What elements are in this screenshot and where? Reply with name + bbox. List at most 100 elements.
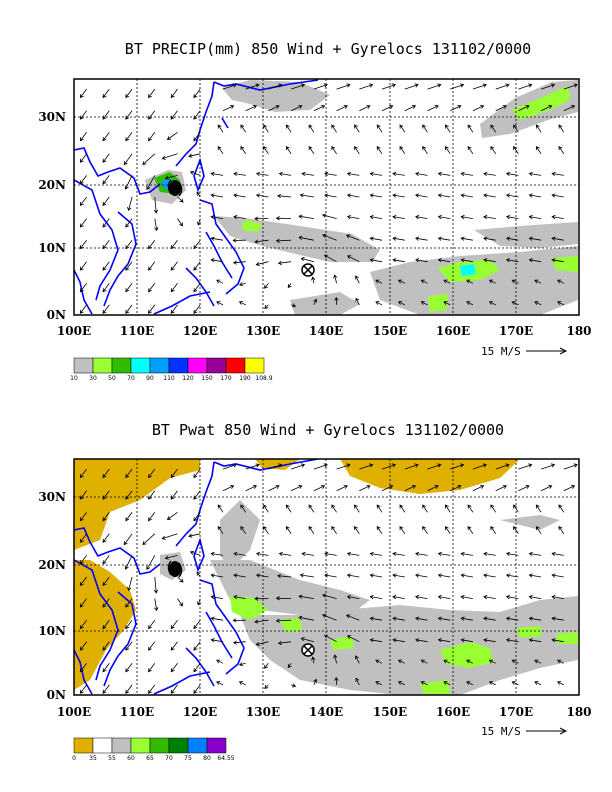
wind-vector [311, 276, 316, 284]
wind-vector [301, 551, 314, 557]
wind-vector [528, 551, 542, 557]
wind-vector [102, 175, 110, 185]
wind-vector [278, 171, 292, 177]
wind-vector [460, 236, 473, 241]
wind-vector [323, 254, 337, 263]
wind-vector [558, 124, 565, 133]
wind-vector [534, 681, 542, 686]
wind-vector [170, 110, 178, 120]
wind-vector [193, 663, 201, 673]
wind-vector [563, 463, 578, 470]
wind-vector [437, 638, 451, 643]
wind-vector [534, 279, 542, 284]
wind-vector [148, 512, 156, 522]
wind-vector [415, 551, 428, 557]
wind-vector [437, 551, 451, 557]
x-tick-label: 100E [57, 705, 91, 719]
wind-vector [146, 175, 156, 190]
wind-vector [490, 124, 497, 133]
pwat-orange-region [74, 459, 200, 550]
wind-vector [427, 83, 442, 90]
wind-vector [148, 110, 156, 120]
wind-vector [189, 170, 201, 176]
wind-vector [505, 638, 519, 643]
wind-vector [193, 512, 201, 522]
wind-vector [102, 196, 110, 207]
colorbar-label: 80 [203, 755, 211, 762]
wind-vector [254, 216, 269, 221]
wind-vector [308, 145, 315, 155]
wind-vector [359, 105, 371, 112]
wind-vector [277, 260, 292, 266]
wind-vector [170, 490, 178, 500]
wind-vector [263, 124, 269, 133]
wind-vector [125, 261, 133, 271]
y-tick-label: 30N [38, 490, 66, 504]
x-tick-label: 120E [183, 324, 217, 338]
wind-vector [511, 279, 519, 284]
wind-vector [450, 463, 465, 470]
wind-vector [443, 659, 451, 664]
wind-vector [483, 258, 496, 263]
colorbar-swatch [111, 357, 132, 374]
wind-vector [535, 525, 542, 535]
wind-vector [125, 641, 133, 651]
wind-vector [355, 655, 360, 664]
wind-vector [146, 555, 156, 570]
wind-vector [245, 485, 257, 492]
wind-vector [511, 301, 519, 306]
wind-vector [216, 681, 224, 686]
wind-vector [210, 193, 224, 198]
wind-vector [450, 485, 462, 492]
wind-vector [170, 283, 178, 293]
wind-vector [123, 533, 133, 546]
wind-vector [415, 638, 428, 643]
wind-vector [369, 258, 383, 263]
wind-vector [483, 638, 496, 643]
wind-vector [551, 258, 564, 263]
wind-vector [535, 504, 542, 513]
precip-green-region [242, 220, 262, 232]
gyre-location-icon [301, 263, 315, 277]
wind-vector [125, 132, 133, 142]
wind-vector [102, 239, 110, 250]
wind-vector [513, 124, 519, 133]
wind-vector [513, 504, 519, 513]
pwat-orange-region [74, 600, 96, 664]
wind-vector [79, 88, 87, 99]
wind-vector [148, 239, 156, 250]
wind-vector [142, 153, 156, 166]
precip-green-region [552, 256, 578, 272]
wind-vector [125, 619, 133, 630]
wind-vector [355, 275, 360, 284]
wind-vector [170, 239, 178, 250]
wind-vector [528, 193, 542, 198]
wind-vector [275, 216, 292, 221]
wind-vector [467, 145, 474, 155]
wind-vector [415, 616, 428, 621]
wind-vector [518, 485, 530, 492]
x-tick-label: 110E [120, 324, 154, 338]
pwat-shading [74, 459, 578, 695]
wind-vector [437, 616, 451, 621]
wind-vector [102, 490, 110, 500]
wind-vector [444, 504, 451, 513]
wind-vector [125, 88, 133, 99]
wind-vector [505, 616, 519, 621]
wind-vector [460, 551, 473, 557]
wind-vector [324, 193, 337, 198]
wind-vector [331, 145, 337, 155]
wind-vector [170, 304, 178, 314]
wind-vector [193, 684, 201, 694]
wind-vector [505, 573, 519, 578]
y-tick-label: 10N [38, 241, 66, 255]
colorbar-label: 0 [72, 755, 76, 762]
wind-vector [300, 637, 315, 643]
wind-vector [142, 533, 156, 546]
wind-vector [79, 598, 87, 608]
wind-vector [415, 594, 428, 600]
wind-vector [345, 234, 360, 241]
wind-vector [298, 615, 314, 621]
wind-vector [255, 551, 269, 557]
wind-vector [240, 124, 247, 133]
